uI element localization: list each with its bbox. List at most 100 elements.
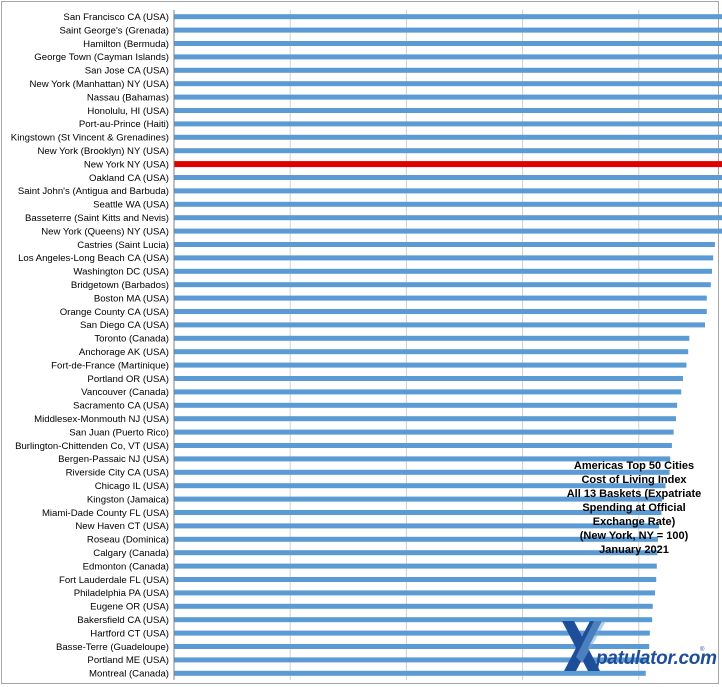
category-label: New York (Manhattan) NY (USA) xyxy=(29,79,169,90)
category-label: Bakersfield CA (USA) xyxy=(77,615,169,626)
category-label: Boston MA (USA) xyxy=(94,293,169,304)
category-label: Nassau (Bahamas) xyxy=(87,92,169,103)
category-label: Burlington-Chittenden Co, VT (USA) xyxy=(15,441,169,452)
category-label: Anchorage AK (USA) xyxy=(79,347,169,358)
category-label: Roseau (Dominica) xyxy=(87,535,169,546)
category-label: Toronto (Canada) xyxy=(94,334,169,345)
bar xyxy=(174,657,648,663)
category-label: San Francisco CA (USA) xyxy=(63,12,169,23)
bar xyxy=(174,389,682,395)
category-labels: San Francisco CA (USA) Saint George's (Gr… xyxy=(11,12,169,680)
category-label: Washington DC (USA) xyxy=(73,267,169,278)
bar xyxy=(174,496,663,502)
bar xyxy=(174,577,657,582)
chart-title-line: Exchange Rate) xyxy=(592,516,676,528)
category-label: Port-au-Prince (Haiti) xyxy=(79,119,169,130)
logo-text: patulator.com xyxy=(596,648,717,669)
category-label: Hamilton (Bermuda) xyxy=(83,39,169,50)
category-label: Castries (Saint Lucia) xyxy=(77,240,169,251)
bar xyxy=(174,121,722,127)
chart-title-line: (New York, NY = 100) xyxy=(579,530,689,542)
category-label: San Diego CA (USA) xyxy=(80,320,169,331)
xpatulator-logo xyxy=(562,621,606,671)
bar xyxy=(174,590,656,596)
bar xyxy=(174,402,678,408)
bar xyxy=(174,376,683,381)
bar xyxy=(174,255,714,261)
category-label: Vancouver (Canada) xyxy=(81,387,169,398)
category-label: New Haven CT (USA) xyxy=(75,521,169,532)
category-label: Fort Lauderdale FL (USA) xyxy=(59,575,169,586)
bar xyxy=(174,67,722,73)
bar xyxy=(174,282,711,288)
category-label: Montreal (Canada) xyxy=(89,669,169,680)
bar xyxy=(174,469,670,475)
category-label: Miami-Dade County FL (USA) xyxy=(42,508,169,519)
bar xyxy=(174,603,653,609)
bar xyxy=(174,134,722,140)
category-label: New York NY (USA) xyxy=(84,159,169,170)
bar xyxy=(174,27,722,33)
category-label: Basse-Terre (Guadeloupe) xyxy=(56,642,169,653)
category-label: New York (Queens) NY (USA) xyxy=(41,226,169,237)
category-label: Saint George's (Grenada) xyxy=(59,25,169,36)
bar xyxy=(174,483,666,489)
bar xyxy=(174,188,722,194)
category-label: New York (Brooklyn) NY (USA) xyxy=(37,146,169,157)
category-label: Seattle WA (USA) xyxy=(93,200,169,211)
bar xyxy=(174,443,672,448)
category-label: Bergen-Passaic NJ (USA) xyxy=(58,454,169,465)
bar xyxy=(174,563,657,569)
bar xyxy=(174,429,674,435)
bar xyxy=(174,335,690,341)
bar xyxy=(174,362,687,368)
x-mark-icon xyxy=(562,621,606,671)
category-label: Bridgetown (Barbados) xyxy=(71,280,169,291)
category-label: Hartford CT (USA) xyxy=(90,628,169,639)
bar xyxy=(174,670,646,676)
category-label: George Town (Cayman Islands) xyxy=(34,52,169,63)
bar xyxy=(174,81,722,87)
category-label: Oakland CA (USA) xyxy=(89,173,169,184)
chart-title-line: Americas Top 50 Cities xyxy=(573,460,695,472)
category-label: Saint John's (Antigua and Barbuda) xyxy=(18,186,169,197)
category-label: Kingston (Jamaica) xyxy=(87,494,169,505)
chart-title-line: January 2021 xyxy=(599,544,669,556)
category-label: Calgary (Canada) xyxy=(93,548,169,559)
bar xyxy=(174,536,658,542)
category-label: Orange County CA (USA) xyxy=(60,307,169,318)
bar xyxy=(174,54,722,60)
bar xyxy=(174,309,707,314)
bar xyxy=(174,295,707,301)
chart-title-line: All 13 Baskets (Expatriate xyxy=(566,488,702,500)
bar xyxy=(174,322,706,328)
category-label: Sacramento CA (USA) xyxy=(73,401,169,412)
category-label: San Jose CA (USA) xyxy=(85,66,169,77)
bar xyxy=(174,523,660,529)
bar xyxy=(174,201,722,207)
bar xyxy=(174,41,722,46)
category-label: Honolulu, HI (USA) xyxy=(87,106,169,117)
bar xyxy=(174,14,722,20)
logo-registered-mark: ® xyxy=(700,647,705,653)
bar xyxy=(174,268,713,274)
bar xyxy=(174,349,689,355)
category-label: Chicago IL (USA) xyxy=(95,481,169,492)
bar xyxy=(174,175,722,180)
category-label: Portland ME (USA) xyxy=(87,655,169,666)
bar xyxy=(174,510,662,515)
bar xyxy=(174,161,722,168)
chart-title: Americas Top 50 Cities Cost of Living Ind… xyxy=(560,459,708,557)
category-label: Basseterre (Saint Kitts and Nevis) xyxy=(25,213,169,224)
category-label: San Juan (Puerto Rico) xyxy=(69,427,169,438)
bar xyxy=(174,550,658,556)
category-label: Fort-de-France (Martinique) xyxy=(51,360,169,371)
bar xyxy=(174,644,650,649)
chart-title-line: Cost of Living Index xyxy=(581,474,687,486)
category-label: Kingstown (St Vincent & Grenadines) xyxy=(11,133,169,144)
category-label: Portland OR (USA) xyxy=(87,374,169,385)
category-label: Philadelphia PA (USA) xyxy=(74,588,169,599)
bar xyxy=(174,94,722,100)
chart-title-line: Spending at Official xyxy=(582,502,686,514)
